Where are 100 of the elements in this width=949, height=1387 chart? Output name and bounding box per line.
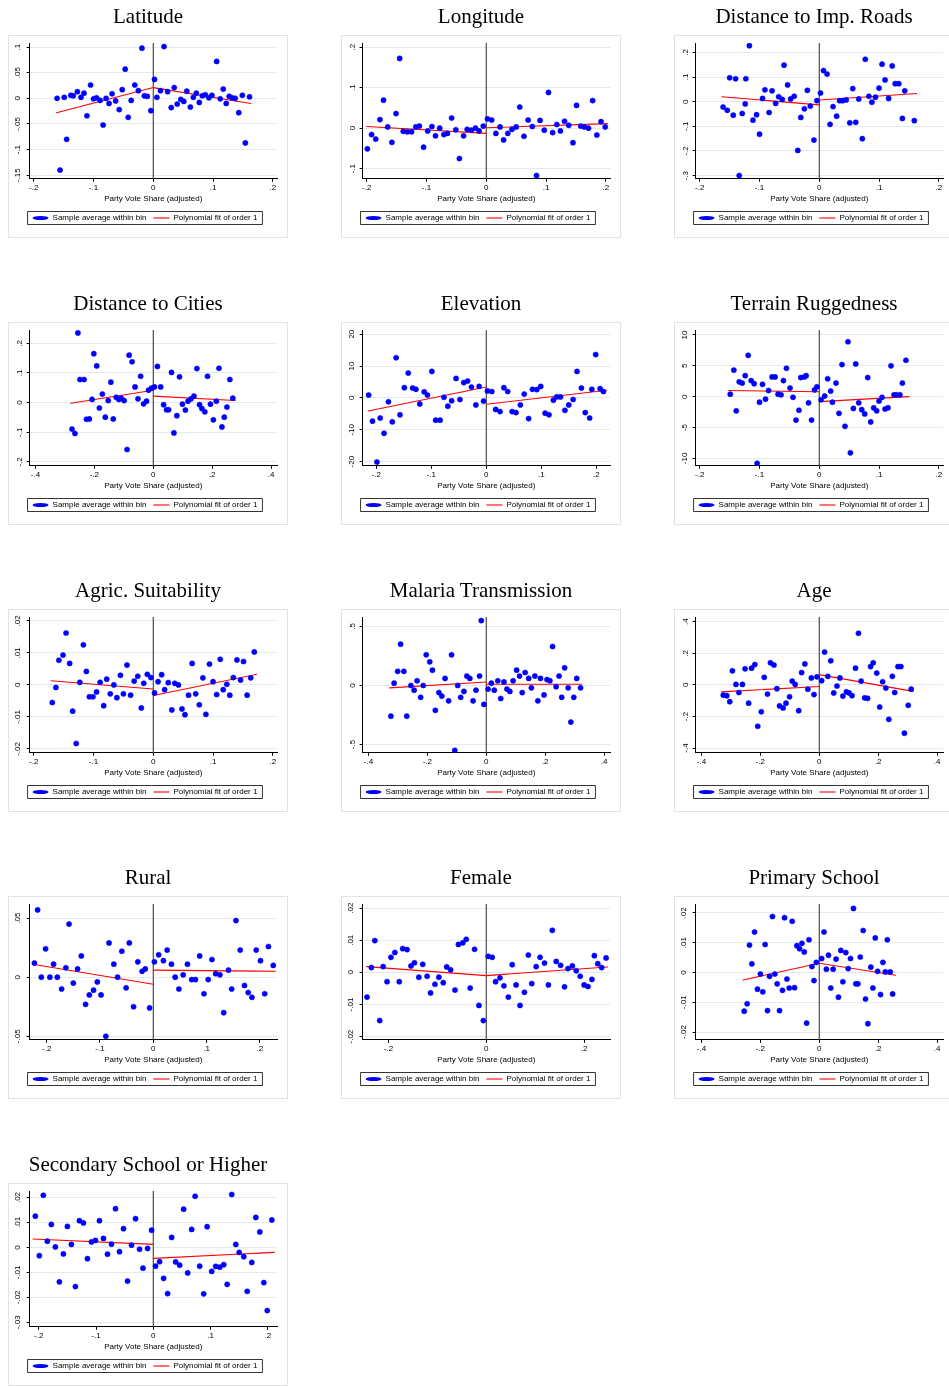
y-tick-label: .05: [12, 912, 22, 924]
legend-label: Polynomial fit of order 1: [173, 1074, 258, 1084]
y-tick-label: -20: [347, 455, 357, 468]
x-tick-label: 0: [817, 756, 823, 766]
y-tick-label: .2: [15, 339, 25, 347]
legend-label: Polynomial fit of order 1: [506, 1074, 591, 1084]
y-tick-label: -.02: [678, 1024, 688, 1039]
y-tick-label: 0: [12, 682, 22, 688]
y-tick-label: 10: [347, 361, 357, 371]
y-tick-label: .1: [12, 43, 22, 51]
x-tick-label: -.1: [754, 469, 765, 479]
y-tick-label: -.01: [345, 997, 355, 1012]
y-tick-label: .4: [681, 617, 691, 626]
x-axis-title: Party Vote Share (adjusted): [104, 768, 203, 778]
x-tick-label: -.1: [426, 469, 437, 479]
legend-label: Polynomial fit of order 1: [839, 1074, 924, 1084]
x-tick-label: .1: [875, 182, 883, 192]
x-tick-label: .1: [209, 182, 217, 192]
legend-label: Sample average within bin: [52, 500, 147, 510]
x-tick-label: .2: [208, 469, 217, 479]
legend-label: Polynomial fit of order 1: [506, 213, 591, 223]
y-tick-label: .2: [348, 43, 358, 51]
chart-title: Elevation: [439, 290, 523, 317]
x-tick-label: 0: [817, 469, 823, 479]
y-tick-label: .01: [12, 1216, 22, 1229]
x-axis-title: Party Vote Share (adjusted): [770, 1055, 869, 1065]
y-tick-label: -.02: [12, 1289, 22, 1305]
y-tick-label: .1: [15, 369, 25, 377]
legend-label: Polynomial fit of order 1: [839, 213, 924, 223]
legend-label: Polynomial fit of order 1: [173, 500, 258, 510]
y-tick-label: -.03: [12, 1314, 22, 1330]
chart-title: Distance to Imp. Roads: [714, 3, 914, 30]
x-tick-label: -.2: [371, 469, 382, 479]
legend-label: Sample average within bin: [385, 1074, 480, 1084]
y-tick-label: 0: [12, 974, 22, 980]
x-axis-title: Party Vote Share (adjusted): [104, 194, 203, 204]
x-tick-label: .1: [875, 469, 883, 479]
y-tick-label: 0: [15, 399, 25, 405]
x-axis-title: Party Vote Share (adjusted): [437, 194, 536, 204]
legend-label: Sample average within bin: [718, 1074, 813, 1084]
x-tick-label: -.2: [383, 1043, 394, 1053]
chart-title: Secondary School or Higher: [27, 1151, 269, 1178]
y-tick-label: -.05: [12, 116, 22, 131]
y-tick-label: -.3: [681, 170, 691, 181]
y-tick-label: 10: [680, 329, 690, 340]
x-axis-title: Party Vote Share (adjusted): [437, 768, 536, 778]
x-tick-label: -.2: [362, 182, 372, 192]
y-tick-label: .02: [12, 614, 22, 627]
x-tick-label: -.4: [363, 756, 374, 766]
chart-title: Rural: [123, 864, 173, 891]
y-tick-label: -.4: [681, 742, 691, 753]
y-tick-label: -.15: [12, 167, 22, 183]
chart-title: Latitude: [112, 3, 184, 30]
y-tick-label: .01: [678, 936, 688, 949]
x-tick-label: -.2: [89, 469, 100, 479]
x-tick-label: .1: [209, 756, 217, 766]
x-tick-label: .2: [592, 469, 601, 479]
x-axis-title: Party Vote Share (adjusted): [770, 481, 869, 491]
x-tick-label: -.4: [696, 1043, 707, 1053]
y-tick-label: .2: [681, 649, 691, 657]
legend-label: Sample average within bin: [718, 213, 813, 223]
legend-label: Polynomial fit of order 1: [173, 1361, 258, 1371]
y-tick-label: -.1: [681, 121, 691, 131]
legend-label: Sample average within bin: [52, 1361, 147, 1371]
y-tick-label: -.2: [681, 145, 691, 156]
x-tick-label: -.1: [421, 182, 432, 192]
y-tick-label: 0: [681, 98, 691, 104]
legend-label: Sample average within bin: [385, 787, 480, 797]
y-tick-label: .1: [348, 83, 358, 91]
y-tick-label: .5: [348, 622, 358, 630]
x-tick-label: -.4: [696, 756, 707, 766]
legend-label: Sample average within bin: [52, 213, 147, 223]
x-tick-label: .4: [933, 756, 941, 766]
x-tick-label: .2: [541, 756, 550, 766]
x-tick-label: -.1: [754, 182, 765, 192]
x-tick-label: .1: [537, 469, 546, 479]
legend-label: Polynomial fit of order 1: [506, 787, 591, 797]
x-tick-label: .2: [874, 756, 883, 766]
y-tick-label: 0: [680, 393, 690, 399]
y-tick-label: 0: [12, 1244, 22, 1250]
y-tick-label: -.02: [345, 1029, 355, 1044]
x-tick-label: .1: [207, 1330, 215, 1340]
x-tick-label: 0: [484, 469, 490, 479]
x-tick-label: .4: [933, 1043, 941, 1053]
x-tick-label: 0: [484, 182, 490, 192]
y-tick-label: 0: [12, 95, 22, 101]
x-axis-title: Party Vote Share (adjusted): [437, 1055, 536, 1065]
x-tick-label: 0: [817, 1043, 823, 1053]
y-tick-label: 5: [680, 363, 690, 369]
y-tick-label: -.1: [12, 144, 22, 155]
x-axis-title: Party Vote Share (adjusted): [770, 194, 869, 204]
x-tick-label: .2: [269, 756, 277, 766]
x-tick-label: 0: [484, 756, 490, 766]
x-axis-title: Party Vote Share (adjusted): [104, 1342, 203, 1352]
legend-label: Sample average within bin: [718, 500, 813, 510]
chart-title: Age: [795, 577, 833, 604]
x-tick-label: -.2: [29, 756, 39, 766]
x-axis-title: Party Vote Share (adjusted): [770, 768, 869, 778]
x-tick-label: 0: [151, 469, 157, 479]
legend-label: Sample average within bin: [385, 500, 480, 510]
